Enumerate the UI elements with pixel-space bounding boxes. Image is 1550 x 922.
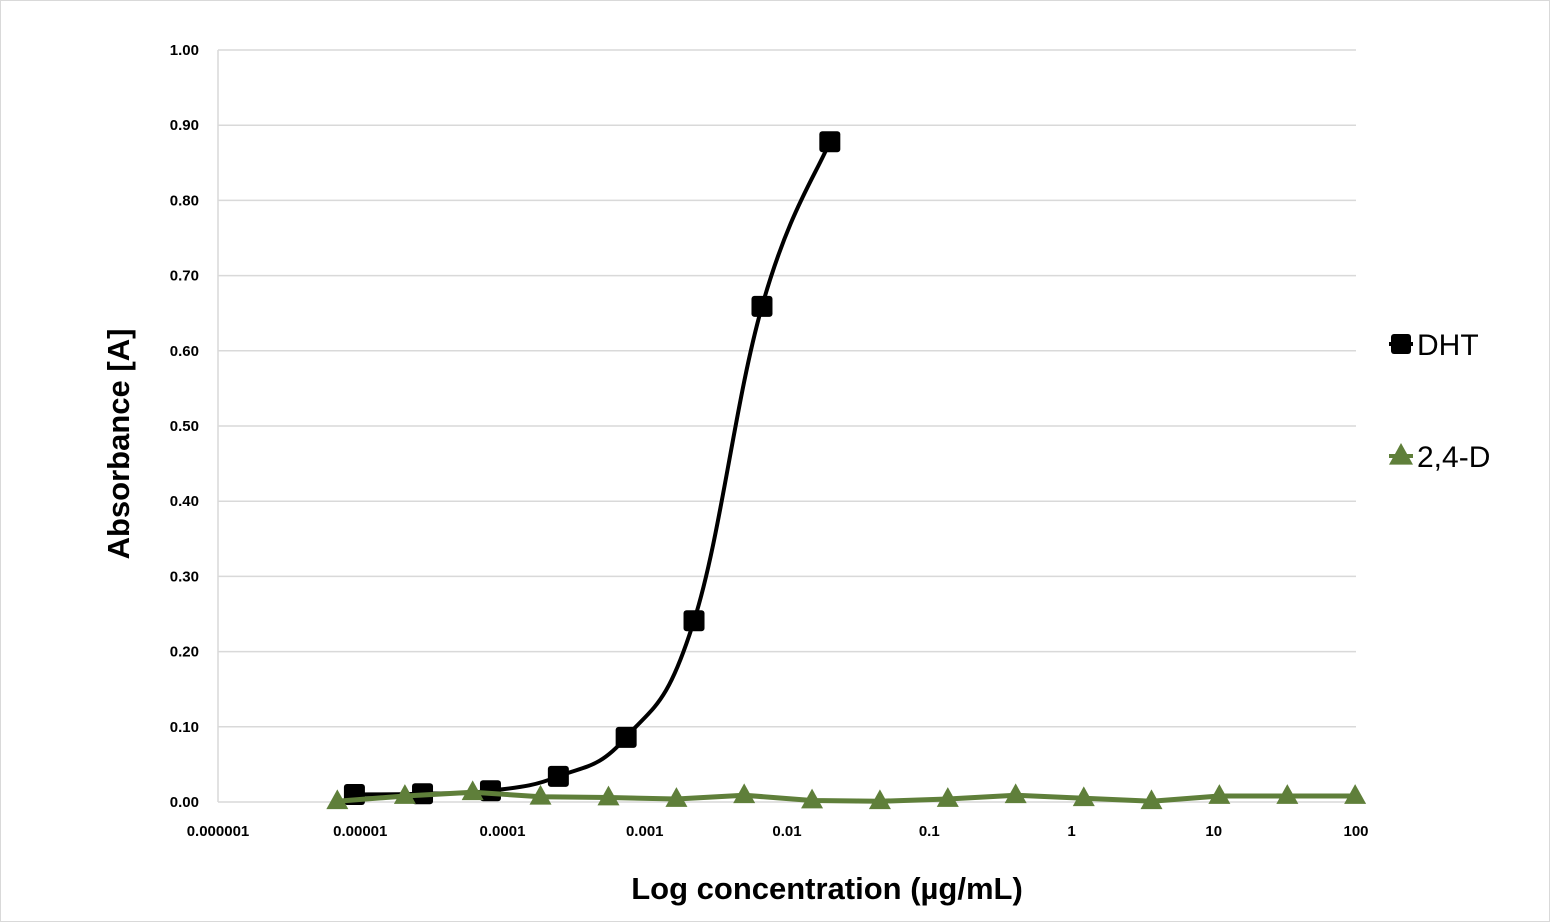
series-line	[354, 140, 832, 797]
y-tick-label: 0.90	[170, 117, 199, 134]
x-tick-label: 0.00001	[333, 823, 387, 840]
axes: 0.00 0.10 0.20 0.30 0.40 0.50 0.60 0.70 0.80 0.90…	[170, 42, 1369, 840]
data-point	[326, 789, 349, 810]
data-point	[868, 789, 891, 810]
legend-item: 2,4-D	[1389, 441, 1490, 474]
data-point	[1276, 784, 1299, 804]
y-tick-label: 0.10	[170, 719, 199, 736]
data-point	[1208, 784, 1231, 804]
y-tick-label: 0.00	[170, 794, 199, 811]
y-tick-label: 0.50	[170, 418, 199, 435]
data-point	[1072, 786, 1095, 807]
x-tick-label: 100	[1343, 823, 1368, 840]
data-point	[751, 295, 773, 317]
legend-label: 2,4-D	[1417, 441, 1490, 474]
data-point	[819, 131, 841, 153]
y-tick-label: 1.00	[170, 42, 199, 59]
y-axis-title: Absorbance [A]	[101, 329, 136, 560]
series-dht	[343, 131, 841, 805]
data-point	[461, 780, 484, 801]
x-tick-label: 0.000001	[187, 823, 250, 840]
data-point	[733, 783, 756, 804]
y-tick-label: 0.20	[170, 644, 199, 661]
data-point	[683, 610, 705, 632]
x-tick-label: 0.0001	[480, 823, 526, 840]
legend-label: DHT	[1417, 329, 1479, 362]
data-point	[936, 787, 959, 807]
data-point	[1140, 789, 1163, 810]
data-point	[393, 784, 416, 804]
y-tick-label: 0.70	[170, 268, 199, 285]
y-tick-label: 0.60	[170, 343, 199, 360]
legend: DHT 2,4-D	[1389, 329, 1490, 474]
series	[326, 131, 1367, 810]
data-point	[1004, 783, 1027, 804]
legend-marker	[1389, 443, 1413, 465]
x-tick-label: 10	[1205, 823, 1222, 840]
x-tick-label: 0.1	[919, 823, 940, 840]
series-line	[337, 789, 1356, 804]
x-tick-label: 0.001	[626, 823, 664, 840]
data-point	[665, 787, 688, 807]
legend-item: DHT	[1389, 329, 1479, 362]
data-point	[801, 788, 824, 809]
data-point	[1344, 784, 1367, 804]
data-point	[547, 765, 569, 787]
x-tick-label: 1	[1067, 823, 1075, 840]
x-tick-label: 0.01	[772, 823, 801, 840]
series-2-4-d	[326, 780, 1367, 810]
y-tick-label: 0.30	[170, 568, 199, 585]
x-axis-title: Log concentration (µg/mL)	[631, 871, 1023, 906]
legend-marker	[1391, 334, 1411, 354]
data-point	[597, 785, 620, 806]
data-point	[529, 784, 552, 805]
y-tick-label: 0.40	[170, 493, 199, 510]
y-tick-label: 0.80	[170, 192, 199, 209]
data-point	[615, 726, 637, 748]
gridlines	[218, 49, 1356, 728]
